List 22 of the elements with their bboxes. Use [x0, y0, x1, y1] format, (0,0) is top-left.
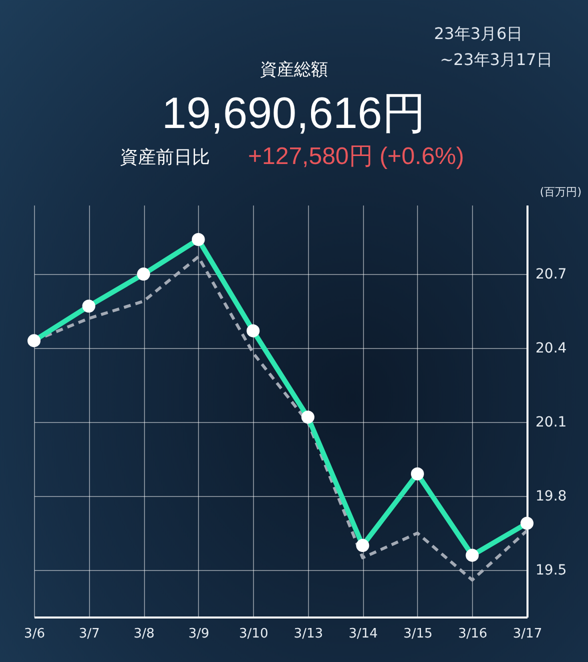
y-axis-title: (百万円)	[540, 186, 582, 198]
text: 資産前日比	[120, 146, 210, 169]
x-tick-label: 3/14	[348, 626, 378, 642]
x-tick-label: 3/8	[134, 626, 155, 642]
y-tick-label: 19.5	[536, 562, 567, 579]
x-tick-label: 3/10	[239, 626, 268, 642]
x-tick-label: 3/9	[188, 626, 210, 642]
x-tick-label: 3/15	[403, 626, 433, 642]
x-tick-label: 3/17	[512, 626, 542, 642]
y-tick-label: 20.1	[536, 414, 567, 431]
x-tick-label: 3/6	[24, 626, 45, 642]
text: 19,690,616円	[160, 88, 428, 140]
y-tick-label: 20.7	[536, 266, 567, 283]
text: +127,580円 (+0.6%)	[248, 142, 464, 172]
y-tick-label: 20.4	[536, 340, 567, 357]
text: 23年3月6日	[434, 24, 523, 45]
x-tick-label: 3/7	[78, 626, 100, 642]
chart-title: 資産総額	[260, 60, 328, 80]
x-tick-label: 3/16	[458, 626, 488, 642]
x-tick-label: 3/13	[294, 626, 323, 642]
text: ~23年3月17日	[440, 50, 552, 71]
y-tick-label: 19.8	[536, 488, 567, 505]
